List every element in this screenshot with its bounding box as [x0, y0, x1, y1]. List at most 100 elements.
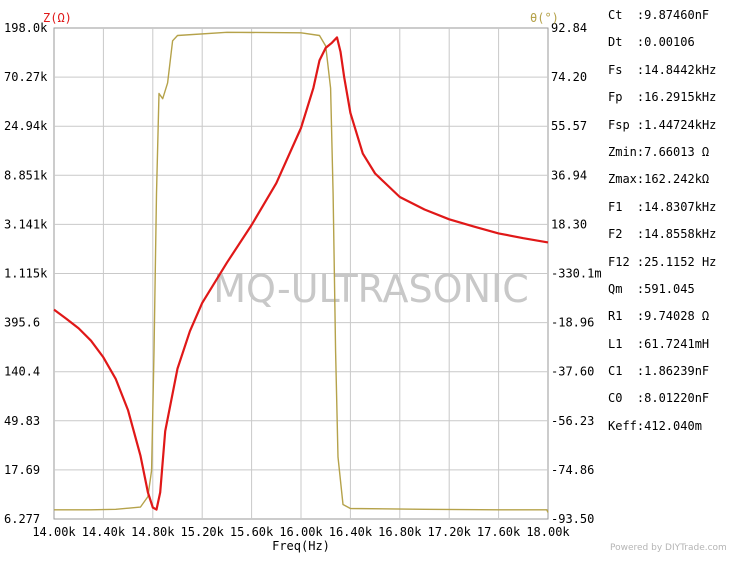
x-tick-label: 14.80k — [131, 525, 175, 539]
param-label: C1 — [608, 364, 623, 379]
param-value: :14.8442kHz — [636, 62, 717, 77]
left-y-tick-label: 49.83 — [4, 414, 40, 428]
x-tick-label: 16.40k — [329, 525, 373, 539]
param-row: Zmin:7.66013 Ω — [608, 143, 716, 170]
right-y-tick-label: -37.60 — [551, 365, 594, 379]
param-spacer — [622, 90, 636, 104]
param-label: Zmin — [608, 144, 637, 159]
left-y-tick-label: 6.277 — [4, 512, 40, 526]
param-label: Fp — [608, 90, 623, 105]
param-row: L1 :61.7241mH — [608, 335, 716, 362]
param-value: :7.66013 Ω — [636, 144, 710, 159]
footer-credit: Powered by DIYTrade.com — [610, 543, 727, 553]
param-value: :0.00106 — [636, 35, 695, 50]
right-y-tick-label: -330.1m — [551, 267, 602, 281]
left-y-tick-label: 17.69 — [4, 463, 40, 477]
x-axis-title: Freq(Hz) — [272, 539, 330, 553]
x-tick-label: 17.20k — [428, 525, 472, 539]
param-spacer — [622, 391, 636, 405]
x-tick-label: 16.80k — [378, 525, 422, 539]
param-row: Ct :9.87460nF — [608, 6, 716, 33]
left-y-tick-label: 24.94k — [4, 119, 48, 133]
param-value: :14.8558kHz — [636, 227, 717, 242]
param-row: C1 :1.86239nF — [608, 362, 716, 389]
param-value: :16.2915kHz — [636, 90, 717, 105]
right-y-tick-label: 74.20 — [551, 70, 587, 84]
right-y-tick-label: 18.30 — [551, 217, 587, 231]
param-label: Qm — [608, 281, 623, 296]
x-tick-label: 16.00k — [279, 525, 323, 539]
param-value: :9.87460nF — [636, 8, 710, 22]
x-tick-labels: 14.00k 14.40k 14.80k 15.20k 15.60k 16.00k 16.4… — [32, 525, 570, 539]
param-spacer — [630, 255, 637, 269]
param-row: F12 :25.1152 Hz — [608, 253, 716, 280]
param-row: Qm :591.045 — [608, 280, 716, 307]
right-y-tick-label: 36.94 — [551, 168, 587, 182]
param-spacer — [622, 364, 636, 378]
param-row: C0 :8.01220nF — [608, 389, 716, 416]
right-y-tick-label: -93.50 — [551, 512, 594, 526]
param-value: :1.44724kHz — [636, 117, 717, 132]
left-y-tick-label: 3.141k — [4, 217, 48, 231]
param-spacer — [622, 227, 636, 241]
param-spacer — [622, 282, 636, 296]
right-y-tick-label: 92.84 — [551, 21, 587, 35]
param-label: Zmax — [608, 172, 637, 187]
right-y-tick-label: -74.86 — [551, 463, 594, 477]
param-row: F2 :14.8558kHz — [608, 225, 716, 252]
param-spacer — [622, 309, 636, 323]
param-value: :162.242kΩ — [636, 172, 710, 187]
param-row: F1 :14.8307kHz — [608, 198, 716, 225]
param-row: Keff:412.040m — [608, 417, 716, 444]
param-label: Fs — [608, 62, 623, 77]
left-y-tick-labels: 198.0k 70.27k 24.94k 8.851k 3.141k 1.115k 395.… — [4, 21, 48, 526]
left-y-tick-label: 8.851k — [4, 168, 48, 182]
series-group — [53, 31, 549, 513]
param-spacer — [622, 200, 636, 214]
param-value: :9.74028 Ω — [636, 309, 710, 324]
param-label: F12 — [608, 254, 630, 269]
left-y-tick-label: 395.6 — [4, 316, 40, 330]
param-label: R1 — [608, 309, 623, 324]
phase-curve — [54, 31, 549, 513]
param-value: :8.01220nF — [636, 391, 710, 406]
param-label: Dt — [608, 35, 623, 50]
right-y-tick-label: -18.96 — [551, 316, 594, 330]
param-label: C0 — [608, 391, 623, 406]
param-value: :61.7241mH — [636, 336, 710, 351]
param-row: Fp :16.2915kHz — [608, 88, 716, 115]
left-y-tick-label: 70.27k — [4, 70, 48, 84]
left-y-tick-label: 198.0k — [4, 21, 48, 35]
param-label: F1 — [608, 199, 623, 214]
param-label: Ct — [608, 8, 623, 22]
param-row: Zmax:162.242kΩ — [608, 170, 716, 197]
x-tick-label: 18.00k — [526, 525, 570, 539]
param-value: :25.1152 Hz — [636, 254, 717, 269]
param-row: Fs :14.8442kHz — [608, 61, 716, 88]
x-tick-label: 17.60k — [477, 525, 521, 539]
left-y-tick-label: 1.115k — [4, 267, 48, 281]
x-tick-label: 15.20k — [181, 525, 225, 539]
param-value: :1.86239nF — [636, 364, 710, 379]
impedance-curve — [53, 36, 549, 511]
param-spacer — [622, 337, 636, 351]
param-spacer — [622, 63, 636, 77]
left-y-tick-label: 140.4 — [4, 365, 40, 379]
grid — [54, 28, 548, 519]
param-spacer — [630, 118, 637, 132]
param-label: L1 — [608, 336, 623, 351]
param-row: Dt :0.00106 — [608, 33, 716, 60]
param-row: Fsp :1.44724kHz — [608, 116, 716, 143]
x-tick-label: 14.00k — [32, 525, 76, 539]
param-value: :14.8307kHz — [636, 199, 717, 214]
param-row: R1 :9.74028 Ω — [608, 307, 716, 334]
right-y-axis-title: θ(°) — [530, 11, 559, 25]
parameter-panel: Ct :9.87460nF Dt :0.00106 Fs :14.8442kHz Fp… — [608, 6, 716, 444]
param-label: F2 — [608, 227, 623, 242]
param-value: :591.045 — [636, 281, 695, 296]
param-spacer — [622, 35, 636, 49]
left-y-axis-title: Z(Ω) — [43, 11, 72, 25]
right-y-tick-label: -56.23 — [551, 414, 594, 428]
param-value: :412.040m — [636, 418, 702, 433]
